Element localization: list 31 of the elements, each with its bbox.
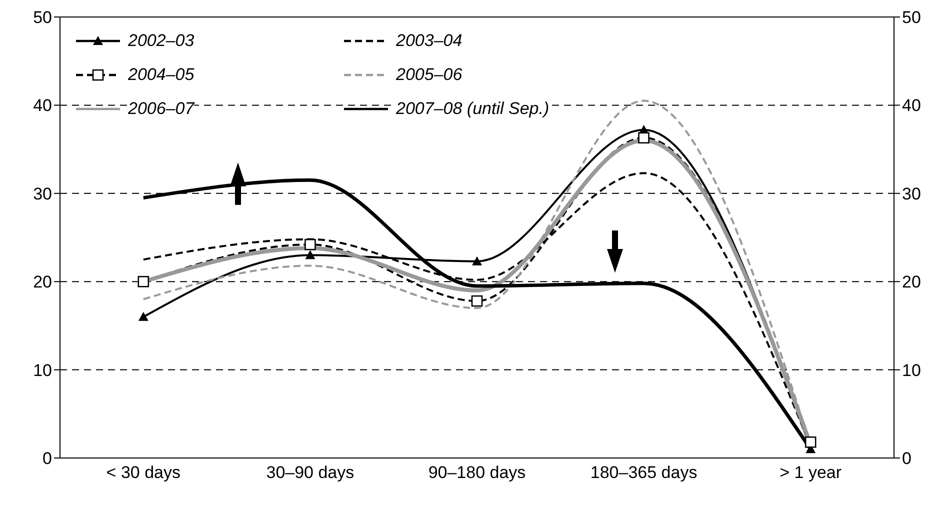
legend-label: 2006–07 bbox=[128, 99, 194, 119]
point bbox=[471, 295, 483, 307]
y-tick-label: 10 bbox=[33, 360, 52, 380]
y2-tick-label: 30 bbox=[902, 184, 921, 204]
y-tick-label: 40 bbox=[33, 96, 52, 116]
y2-tick-label: 0 bbox=[902, 449, 912, 468]
point bbox=[138, 276, 150, 288]
x-tick-label: 90–180 days bbox=[428, 463, 526, 482]
y-tick-label: 30 bbox=[33, 184, 52, 204]
y2-tick-label: 40 bbox=[902, 96, 921, 116]
y2-tick-label: 10 bbox=[902, 360, 921, 380]
x-tick-label: 180–365 days bbox=[590, 463, 698, 482]
point bbox=[804, 436, 816, 448]
point bbox=[638, 132, 650, 144]
y-tick-label: 20 bbox=[33, 272, 52, 292]
legend-label: 2002–03 bbox=[128, 31, 194, 51]
x-tick-label: 30–90 days bbox=[266, 463, 354, 482]
legend-label: 2003–04 bbox=[396, 31, 462, 51]
y2-tick-label: 50 bbox=[902, 8, 921, 28]
legend-label: 2005–06 bbox=[396, 65, 462, 85]
y2-tick-label: 20 bbox=[902, 272, 921, 292]
point bbox=[305, 250, 316, 260]
legend-label: 2007–08 (until Sep.) bbox=[396, 99, 550, 119]
x-tick-label: < 30 days bbox=[106, 463, 180, 482]
y-tick-label: 0 bbox=[42, 449, 52, 468]
x-tick-label: > 1 year bbox=[780, 463, 842, 482]
point bbox=[472, 256, 482, 266]
legend-label: 2004–05 bbox=[128, 65, 194, 85]
point bbox=[304, 238, 316, 250]
y-tick-label: 50 bbox=[33, 8, 52, 28]
point bbox=[138, 312, 148, 321]
